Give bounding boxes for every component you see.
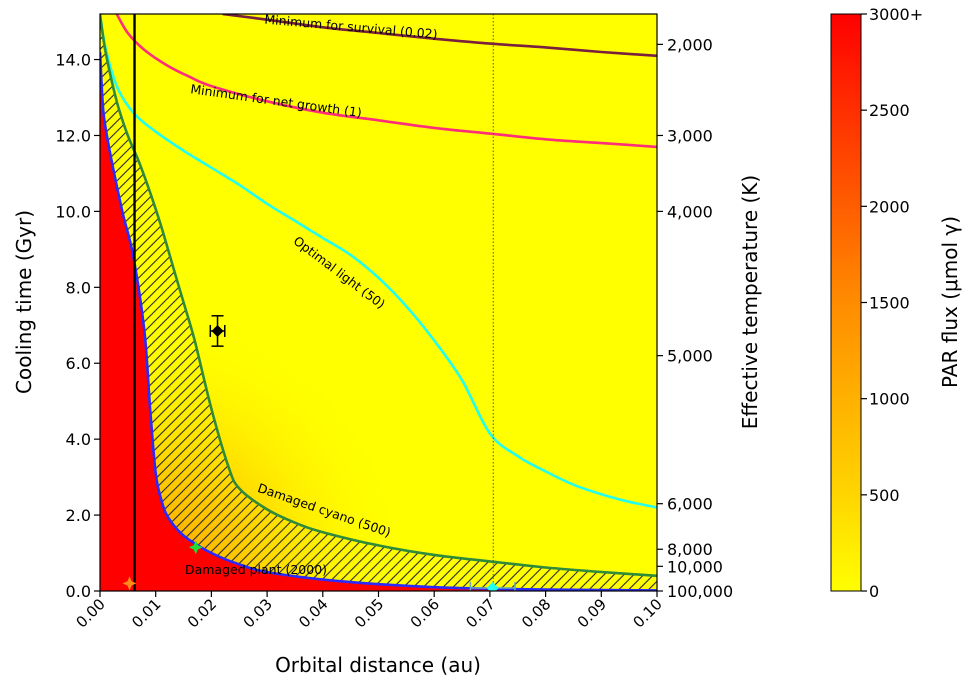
y-tick-label-7: 14.0 (55, 51, 91, 70)
colorbar: 0 500 1000 1500 2000 2500 3000+ PAR flux (μmol… (830, 5, 962, 601)
x-tick-label-5: 0.05 (351, 595, 387, 631)
colorbar-tick-label-4: 2000 (869, 197, 910, 216)
x-tick-label-10: 0.10 (629, 595, 665, 631)
x-tick-label-7: 0.07 (462, 595, 498, 631)
y-tick-label-0: 0.0 (66, 582, 91, 601)
vertical-lines (133, 14, 494, 591)
y2-tick-label-3: 5,000 (667, 347, 713, 366)
x-tick-label-1: 0.01 (128, 595, 164, 631)
plot-area (100, 14, 657, 591)
colorbar-tick-label-0: 0 (869, 582, 879, 601)
saturated-flux-region (100, 14, 657, 591)
y-tick-label-1: 2.0 (66, 506, 91, 525)
colorbar-label: PAR flux (μmol γ) (938, 216, 962, 388)
colorbar-tick-label-6: 3000+ (869, 5, 923, 24)
y2-axis-label: Effective temperature (K) (738, 175, 762, 429)
contour-label-4: Damaged plant (2000) (185, 562, 327, 577)
y2-tick-label-1: 3,000 (667, 126, 713, 145)
contour-line-0 (222, 14, 657, 58)
y-tick-label-6: 12.0 (55, 126, 91, 145)
x-tick-label-2: 0.02 (184, 595, 220, 631)
contour-line-2 (100, 14, 657, 509)
x-axis-label: Orbital distance (au) (275, 653, 481, 677)
y-tick-label-5: 10.0 (55, 202, 91, 221)
colorbar-tick-label-2: 1000 (869, 390, 910, 409)
y2-tick-label-2: 4,000 (667, 202, 713, 221)
marker-point-3 (486, 581, 499, 591)
marker-point-0 (211, 324, 224, 337)
x-tick-label-6: 0.06 (407, 595, 443, 631)
x-axis: 0.00 0.01 0.02 0.03 0.04 0.05 0.06 0.07 0.08 0.09… (72, 591, 666, 631)
y2-tick-label-4: 6,000 (667, 495, 713, 514)
contour-line-4 (100, 51, 657, 591)
y2-tick-label-5: 8,000 (667, 540, 713, 559)
colorbar-tick-label-3: 1500 (869, 294, 910, 313)
marker-point-1 (188, 540, 203, 555)
data-markers (122, 315, 516, 591)
y2-tick-label-7: 100,000 (667, 582, 733, 601)
colorbar-tick-label-5: 2500 (869, 101, 910, 120)
y-tick-label-2: 4.0 (66, 430, 91, 449)
colorbar-gradient (830, 13, 862, 592)
y-tick-label-4: 8.0 (66, 278, 91, 297)
marker-point-2 (122, 576, 137, 591)
y2-tick-label-0: 2,000 (667, 35, 713, 54)
x-tick-label-4: 0.04 (295, 595, 331, 631)
x-tick-label-3: 0.03 (240, 595, 276, 631)
colorbar-tick-label-1: 500 (869, 486, 900, 505)
x-tick-label-8: 0.08 (518, 595, 554, 631)
y-axis-left: 0.0 2.0 4.0 6.0 8.0 10.0 12.0 14.0 (55, 51, 100, 601)
contour-line-1 (115, 14, 657, 149)
y-tick-label-3: 6.0 (66, 354, 91, 373)
x-tick-label-9: 0.09 (574, 595, 610, 631)
y2-tick-label-6: 10,000 (667, 557, 723, 576)
colorbar-ticks: 0 500 1000 1500 2000 2500 3000+ (861, 5, 923, 601)
y-axis-label: Cooling time (Gyr) (12, 210, 36, 394)
